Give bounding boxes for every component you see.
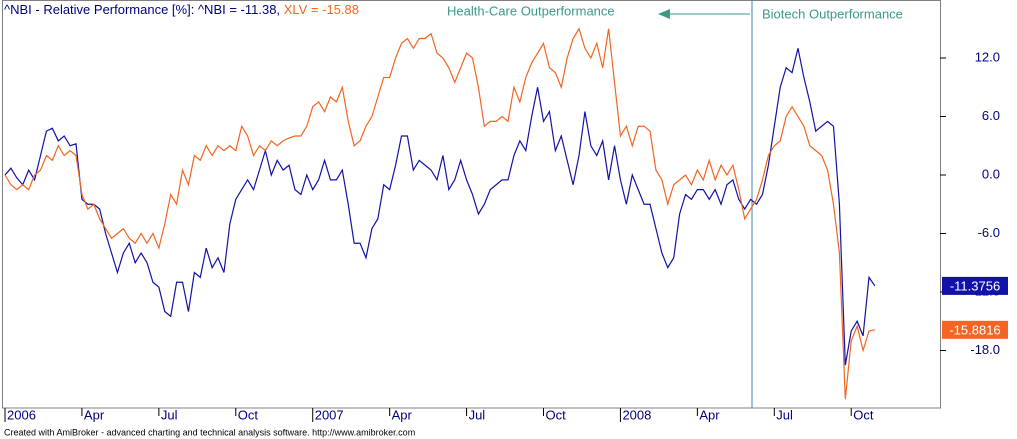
title-text: ^NBI - Relative Performance [%]: xyxy=(4,2,194,17)
value-box xyxy=(942,276,1008,295)
x-tick-label: 2008 xyxy=(622,407,651,422)
y-tick-label: 12.0 xyxy=(975,49,1000,64)
y-tick-label: -6.0 xyxy=(978,225,1000,240)
readout: XLV = -15.88 xyxy=(284,2,359,17)
footer: Created with AmiBroker - advanced charti… xyxy=(4,427,415,437)
value-box xyxy=(942,320,1008,339)
arrow-head xyxy=(658,9,670,19)
x-tick-label: Jul xyxy=(161,407,178,422)
value-label: -11.3756 xyxy=(950,278,1000,293)
annotation: Biotech Outperformance xyxy=(762,6,903,21)
x-tick-label: 2007 xyxy=(315,407,344,422)
x-tick-label: Oct xyxy=(238,407,259,422)
x-tick-label: Jul xyxy=(469,407,486,422)
y-tick-label: 0.0 xyxy=(982,166,1000,181)
y-tick-label: 6.0 xyxy=(982,108,1000,123)
readout: ^NBI = -11.38, xyxy=(198,2,280,17)
series-line xyxy=(4,48,876,366)
x-tick-label: Oct xyxy=(546,407,567,422)
annotation: Health-Care Outperformance xyxy=(447,3,615,18)
series-line xyxy=(4,27,876,400)
x-tick-label: Apr xyxy=(699,407,720,422)
y-tick-label: -18.0 xyxy=(970,342,1000,357)
x-tick-label: Apr xyxy=(392,407,413,422)
x-tick-label: 2006 xyxy=(7,407,36,422)
x-tick-label: Oct xyxy=(853,407,874,422)
plot-border xyxy=(2,0,941,409)
value-label: -15.8816 xyxy=(949,322,1000,337)
chart-title: ^NBI - Relative Performance [%]: ^NBI = … xyxy=(4,2,359,17)
x-tick-label: Apr xyxy=(84,407,105,422)
x-tick-label: Jul xyxy=(776,407,793,422)
